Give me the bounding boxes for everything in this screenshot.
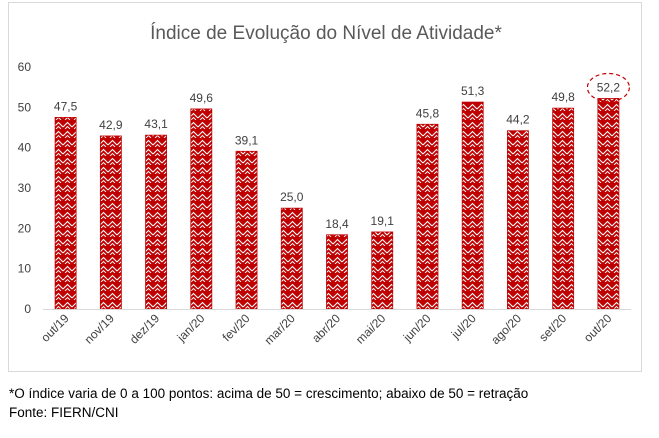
data-label: 19,1: [371, 214, 395, 228]
y-tick-label: 20: [18, 221, 32, 235]
x-tick-label: mar/20: [262, 311, 299, 348]
bar-jan-20: [190, 108, 213, 310]
bar-out-20: [597, 98, 620, 310]
data-label: 45,8: [416, 106, 440, 120]
value-labels-group: 47,5 42,9 43,1 49,6 39,1 25,0 18,4 19,1 45,8 51,3…: [54, 72, 630, 231]
x-tick-label: jul/20: [448, 311, 479, 342]
data-label: 49,8: [551, 90, 575, 104]
y-tick-label: 0: [24, 302, 31, 316]
data-label: 51,3: [461, 84, 485, 98]
x-tick-label: fev/20: [220, 311, 253, 344]
chart-title: Índice de Evolução do Nível de Atividade…: [150, 23, 502, 44]
x-axis: out/19 nov/19 dez/19 jan/20 fev/20 mar/20 abr/…: [38, 309, 631, 348]
x-tick-label: set/20: [536, 311, 569, 344]
bar-jun-20: [416, 123, 439, 310]
data-label: 44,2: [506, 113, 530, 127]
bar-ago-20: [507, 130, 529, 310]
y-tick-label: 10: [18, 262, 32, 276]
data-label: 43,1: [144, 117, 168, 131]
footnote-source: Fonte: FIERN/CNI: [9, 405, 119, 420]
bar-chart: Índice de Evolução do Nível de Atividade…: [18, 23, 631, 348]
data-label: 52,2: [597, 80, 621, 94]
bar-mar-20: [280, 207, 303, 310]
bar-jul-20: [461, 101, 484, 310]
bar-set-20: [552, 107, 575, 310]
data-label: 47,5: [54, 99, 78, 113]
bar-nov-19: [99, 135, 122, 310]
y-axis: 0 10 20 30 40 50 60: [18, 60, 32, 316]
x-tick-label: out/19: [38, 311, 72, 345]
data-label: 39,1: [235, 133, 259, 147]
x-tick-label: abr/20: [309, 311, 343, 345]
data-label: 42,9: [99, 118, 123, 132]
y-tick-label: 40: [18, 141, 32, 155]
y-tick-label: 60: [18, 60, 32, 74]
y-tick-label: 30: [18, 181, 32, 195]
bars-group: [54, 98, 620, 310]
bar-fev-20: [235, 150, 258, 310]
x-tick-label: out/20: [581, 311, 615, 345]
bar-dez-19: [145, 134, 167, 310]
footnote-index-range: *O índice varia de 0 a 100 pontos: acima…: [9, 386, 529, 401]
x-tick-label: jan/20: [174, 311, 208, 345]
highlight-ring: [586, 72, 630, 103]
x-tick-label: ago/20: [488, 311, 524, 347]
x-tick-label: mai/20: [353, 311, 389, 347]
data-label: 18,4: [325, 217, 349, 231]
bar-mai-20: [371, 231, 394, 310]
x-tick-label: jun/20: [400, 311, 434, 345]
chart-container: Índice de Evolução do Nível de Atividade…: [8, 2, 642, 372]
data-label: 49,6: [190, 91, 214, 105]
bar-abr-20: [326, 234, 348, 310]
x-tick-label: dez/19: [127, 311, 163, 347]
x-tick-label: nov/19: [82, 311, 118, 347]
y-tick-label: 50: [18, 100, 32, 114]
bar-out-19: [54, 117, 77, 310]
data-label: 25,0: [280, 190, 304, 204]
